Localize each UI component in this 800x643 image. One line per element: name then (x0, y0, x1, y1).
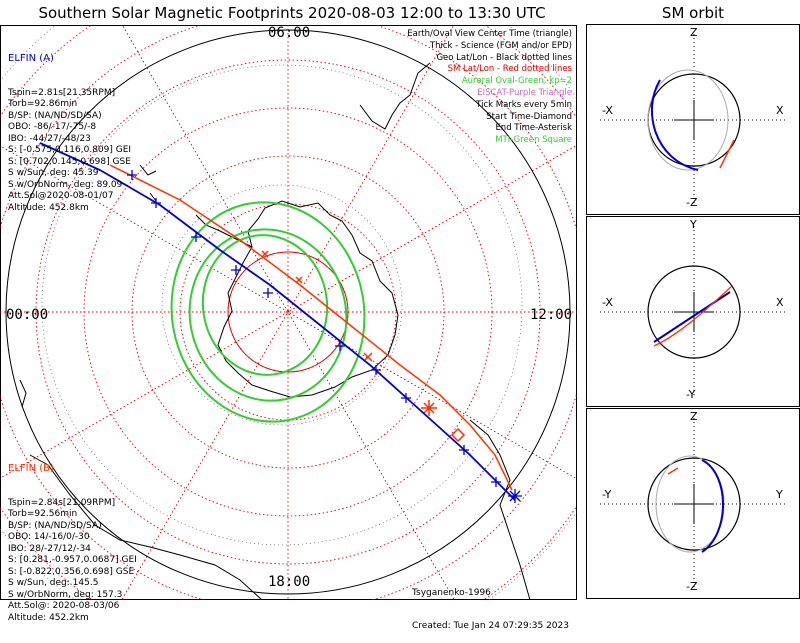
orbit-axis-label: -X (602, 104, 613, 117)
orbit-plot (586, 24, 800, 215)
legend-item: Tick Marks every 5min (476, 99, 572, 110)
model-label: Tsyganenko-1996 (412, 588, 491, 598)
elfin-a-line: Tspin=2.81s[21.35RPM] (8, 87, 116, 98)
map-frame (0, 25, 577, 600)
legend-item: SM Lat/Lon - Red dotted lines (447, 64, 572, 75)
south-america-coastline (29, 454, 263, 600)
elfin-b-line: S: [-0.822,0.356,0.698] GSE (8, 566, 135, 577)
elfin-b-start-diamond (450, 427, 466, 443)
australia-coastline (469, 419, 531, 600)
earth-circle (647, 457, 741, 551)
hour-label-top: 06:00 (268, 25, 311, 41)
elfin-a-line: B/SP: (NA/ND/SD/SA) (8, 110, 102, 121)
elfin-a-name: ELFIN (A) (8, 53, 54, 64)
sm-grid (0, 25, 577, 600)
legend-item: MTI-Green Square (495, 135, 572, 146)
orbit-axis-label: Y (690, 218, 697, 231)
orbit-plot (586, 408, 800, 599)
orbit-axis-label: Z (690, 410, 698, 423)
orbit-axis-label: -Y (686, 388, 696, 401)
orbit-plot (586, 216, 800, 407)
legend-item: Thick - Science (FGM and/or EPD) (429, 40, 572, 51)
elfin-b-ticks (261, 250, 466, 443)
legend-item: End Time-Asterisk (495, 123, 572, 134)
orbit-axis-label: X (776, 104, 784, 117)
auroral-oval (170, 201, 366, 423)
footprint-map (0, 25, 577, 600)
orbit-a-track (653, 291, 731, 343)
elfin-a-lines: Tspin=2.81s[21.35RPM] Torb=92.86min B/SP: … (8, 88, 131, 215)
orbit-panel: Z -Z -X X (586, 24, 800, 215)
orbit-axis-label: Z (690, 26, 698, 39)
elfin-a-track (39, 142, 516, 501)
orbit-a-track (701, 459, 724, 553)
hour-label-right: 12:00 (530, 307, 573, 323)
orbit-b-track (653, 285, 733, 347)
elfin-a-info: ELFIN (A) Tspin=2.81s[21.35RPM] Torb=92.8… (8, 30, 131, 226)
elfin-b-line: OBO: 14/-16/0/-30 (8, 532, 90, 542)
legend-item: EISCAT-Purple Triangle (477, 87, 572, 98)
legend-item: Auroral Oval-Green, kp=2 (461, 76, 572, 87)
coast-fragment (19, 164, 157, 408)
orbit-panel: Y -Y -X X (586, 216, 800, 407)
orbit-axis-label: -Z (686, 196, 698, 209)
elfin-a-line: IBO: -44/27/-48/23 (8, 133, 91, 144)
legend: Earth/Oval View Center Time (triangle) Th… (407, 29, 572, 147)
orbit-b-track (667, 467, 679, 475)
legend-item: Earth/Oval View Center Time (triangle) (407, 29, 572, 39)
elfin-a-line: S: [0.702,0.145,0.698] GSE (8, 156, 131, 167)
orbit-b-track (719, 139, 735, 169)
orbit-axis-label: X (776, 296, 784, 309)
legend-item: Geo Lat/Lon - Black dotted lines (436, 52, 572, 63)
antarctica-coastline (217, 200, 399, 398)
elfin-b-name: ELFIN (B) (8, 463, 54, 474)
elfin-a-line: Att.Sol@2020-08-01/07 (8, 191, 114, 201)
elfin-b-line: S w/OrbNorm, deg: 157.3 (8, 589, 123, 600)
sm-pole-circle (227, 251, 349, 373)
orbit-axis-label: Y (776, 488, 783, 501)
elfin-b-track (109, 164, 513, 491)
geo-grid (0, 25, 577, 600)
hour-label-left: 00:00 (6, 307, 49, 323)
elfin-a-line: Altitude: 452.8km (8, 202, 89, 213)
orbit-b (655, 455, 725, 553)
elfin-a-line: Torb=92.86min (8, 99, 78, 109)
orbit-b (647, 69, 729, 171)
orbit-title: SM orbit (661, 4, 725, 22)
hour-label-bottom: 18:00 (268, 574, 311, 590)
created-label: Created: Tue Jan 24 07:29:35 2023 (412, 621, 569, 631)
elfin-b-line: IBO: 28/-27/12/-34 (8, 543, 91, 554)
footer: Tsyganenko-1996 Created: Tue Jan 24 07:2… (412, 566, 569, 643)
orbit-axis-label: -Z (686, 580, 698, 593)
earth-circle (647, 265, 741, 359)
elfin-b-line: Torb=92.56min (8, 509, 78, 519)
elfin-a-ticks (127, 170, 522, 503)
elfin-a-line: S w/OrbNorm, deg: 89.09 (8, 179, 123, 190)
elfin-a-line: S: [-0.575,0.116,0.809] GEI (8, 145, 132, 155)
orbit-axis-label: -X (602, 296, 613, 309)
chart-title: Southern Solar Magnetic Footprints 2020-… (38, 4, 546, 22)
elfin-b-lines: Tspin=2.84s[21.09RPM] Torb=92.56min B/SP: … (8, 498, 137, 625)
elfin-a-line: OBO: -86/-17/-75/-8 (8, 122, 97, 132)
orbit-panel: Z -Z -Y Y (586, 408, 800, 599)
elfin-b-line: S: [0.281,-0.957,0.0687] GEI (8, 555, 137, 565)
elfin-b-line: Att.Sol@: 2020-08-03/06 (8, 601, 120, 611)
earth-limb (5, 29, 571, 595)
elfin-a-line: S w/Sun, deg: 45.39 (8, 168, 99, 178)
elfin-b-line: B/SP: (NA/ND/SD/SA) (8, 520, 102, 531)
elfin-b-line: Altitude: 452.2km (8, 612, 89, 623)
africa-coastline (359, 62, 431, 130)
orbit-a-track (651, 79, 699, 171)
legend-item: Start Time-Diamond (486, 111, 572, 122)
orbit-axis-label: -Y (602, 488, 612, 501)
elfin-b-line: S w/Sun, deg: 145.5 (8, 578, 99, 588)
elfin-b-info: ELFIN (B) Tspin=2.84s[21.09RPM] Torb=92.5… (8, 440, 137, 636)
elfin-b-line: Tspin=2.84s[21.09RPM] (8, 497, 116, 508)
